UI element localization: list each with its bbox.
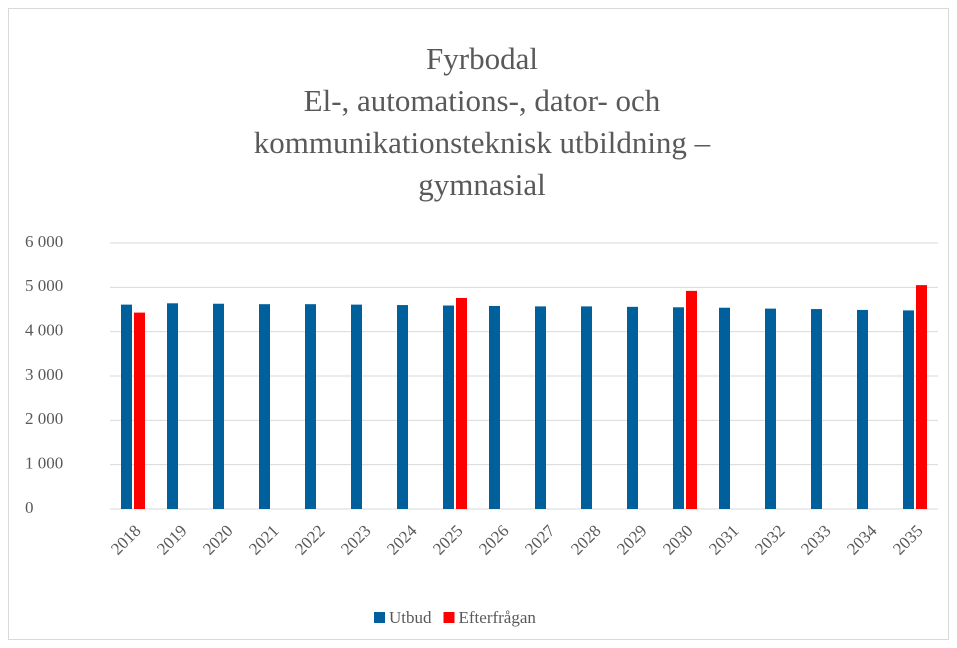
legend-swatch	[443, 612, 455, 623]
bar	[167, 303, 178, 509]
bar	[673, 307, 684, 509]
bar	[581, 306, 592, 509]
chart-title: El-, automations-, dator- och	[304, 83, 661, 118]
bar	[134, 312, 145, 509]
bar	[765, 308, 776, 509]
chart-title: kommunikationsteknisk utbildning –	[254, 125, 711, 160]
legend-label: Utbud	[389, 608, 432, 627]
bar	[857, 309, 868, 509]
bar	[456, 297, 467, 509]
bar	[489, 305, 500, 509]
bar	[351, 304, 362, 509]
bar	[811, 309, 822, 509]
legend-swatch	[374, 612, 385, 623]
bar	[121, 304, 132, 509]
y-tick-label: 1 000	[25, 454, 63, 473]
bar	[627, 306, 638, 509]
bar	[535, 306, 546, 509]
y-tick-label: 0	[25, 498, 34, 517]
y-tick-label: 3 000	[25, 365, 63, 384]
chart-border	[8, 8, 949, 640]
y-tick-label: 4 000	[25, 321, 63, 340]
bar	[916, 285, 927, 509]
y-tick-label: 6 000	[25, 232, 63, 251]
bar	[397, 305, 408, 509]
legend-label: Efterfrågan	[459, 608, 537, 627]
chart-title: gymnasial	[418, 167, 545, 202]
chart-title: Fyrbodal	[426, 41, 538, 76]
bar	[903, 310, 914, 509]
bar	[305, 304, 316, 509]
y-tick-label: 2 000	[25, 409, 63, 428]
bar	[443, 305, 454, 509]
bar	[259, 304, 270, 509]
y-tick-label: 5 000	[25, 276, 63, 295]
bar	[213, 303, 224, 509]
bar	[686, 290, 697, 509]
bar	[719, 307, 730, 509]
